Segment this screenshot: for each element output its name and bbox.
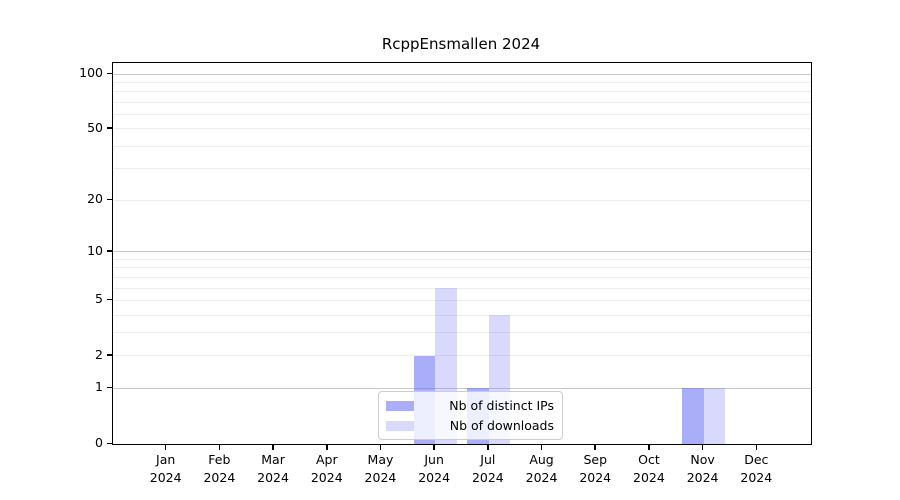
x-tick [701, 444, 704, 450]
y-tick [107, 386, 112, 389]
y-tick [107, 298, 112, 301]
x-tick [755, 444, 758, 450]
x-tick [379, 444, 382, 450]
gridline-minor [113, 355, 811, 357]
gridline-minor [113, 168, 811, 170]
chart-title: RcppEnsmallen 2024 [381, 35, 541, 53]
y-tick-label: 5 [95, 291, 103, 307]
y-tick-label: 2 [95, 346, 103, 362]
legend: Nb of distinct IPs Nb of downloads [378, 391, 563, 440]
x-tick-label: May 2024 [364, 452, 397, 485]
y-tick-label: 100 [79, 65, 103, 81]
gridline-minor [113, 259, 811, 260]
x-tick [487, 444, 489, 450]
legend-label: Nb of downloads [449, 418, 554, 433]
bar-distinct-ips [682, 388, 704, 444]
x-tick [326, 444, 328, 450]
y-tick [107, 250, 112, 252]
legend-label: Nb of distinct IPs [449, 398, 554, 413]
y-tick-label: 10 [87, 242, 103, 258]
y-tick [107, 354, 112, 356]
x-tick-label: Nov 2024 [686, 452, 719, 485]
gridline-minor [113, 267, 811, 269]
x-tick [433, 444, 435, 450]
gridline-minor [113, 287, 811, 289]
x-tick-label: Jul 2024 [471, 452, 504, 485]
y-tick [107, 198, 112, 201]
y-tick-label: 20 [87, 191, 103, 207]
y-tick [107, 127, 112, 129]
bar-downloads [703, 388, 726, 444]
gridline-minor [113, 101, 811, 103]
legend-row: Nb of downloads [386, 418, 554, 433]
x-tick [272, 444, 274, 450]
x-tick-label: Oct 2024 [633, 452, 665, 485]
gridline-minor [113, 276, 811, 278]
gridline-minor [113, 145, 811, 147]
gridline-minor [113, 299, 811, 301]
x-tick-label: Jan 2024 [149, 452, 182, 485]
x-tick [164, 444, 167, 450]
legend-row: Nb of distinct IPs [386, 398, 554, 413]
x-tick-label: Feb 2024 [203, 452, 236, 485]
legend-swatch-distinct-ips [386, 400, 414, 411]
gridline-minor [113, 128, 811, 130]
y-tick-label: 0 [95, 435, 103, 450]
gridline-major [113, 387, 811, 389]
x-tick [218, 444, 221, 450]
gridline-minor [113, 314, 811, 316]
gridline-minor [113, 332, 811, 334]
y-tick-label: 50 [87, 119, 103, 135]
gridline-major [113, 251, 811, 253]
x-tick-label: Sep 2024 [579, 452, 612, 485]
gridline-minor [113, 82, 811, 84]
x-tick [540, 444, 543, 450]
x-tick-label: Aug 2024 [525, 452, 558, 485]
plot-area: Nb of distinct IPs Nb of downloads [112, 62, 812, 445]
legend-swatch-downloads [386, 420, 414, 431]
x-tick-label: Jun 2024 [418, 452, 451, 485]
x-tick-label: Mar 2024 [257, 452, 289, 485]
y-tick-label: 1 [95, 379, 103, 395]
x-tick [594, 444, 596, 450]
x-tick-label: Apr 2024 [310, 452, 343, 485]
y-tick [107, 72, 112, 75]
gridline-major [113, 73, 811, 75]
x-tick [648, 444, 650, 450]
y-tick [107, 442, 112, 444]
gridline-minor [113, 91, 811, 93]
x-tick-label: Dec 2024 [740, 452, 773, 485]
gridline-minor [113, 114, 811, 116]
gridline-minor [113, 199, 811, 201]
